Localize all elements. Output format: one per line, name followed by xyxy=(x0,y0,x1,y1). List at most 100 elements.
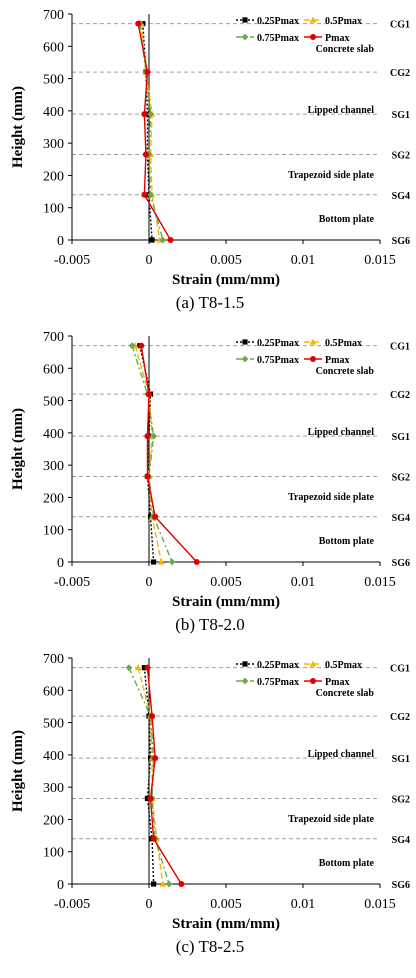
data-point xyxy=(168,558,176,566)
y-tick-label: 500 xyxy=(43,717,64,732)
x-tick-label: 0.015 xyxy=(364,253,396,268)
chart-panel-3: 0 100 200 300 400 500 600 700 -0.005 0 0.005 0.01 0.… xyxy=(10,652,410,956)
x-tick-label: 0 xyxy=(146,253,153,268)
y-tick-label: 200 xyxy=(43,169,64,184)
y-axis-title: Height (mm) xyxy=(10,86,26,168)
gauge-label: SG1 xyxy=(392,432,410,443)
data-point xyxy=(167,237,174,243)
data-point xyxy=(135,20,142,27)
data-point xyxy=(142,151,149,158)
data-point xyxy=(141,111,148,118)
data-point xyxy=(128,342,136,350)
gauge-label: SG2 xyxy=(392,472,410,483)
series-Pmax xyxy=(138,342,200,565)
y-tick-label: 0 xyxy=(57,556,64,571)
legend-marker xyxy=(241,355,249,363)
data-point xyxy=(144,69,151,76)
x-tick-label: 0.015 xyxy=(364,897,396,912)
series-line xyxy=(140,23,161,241)
legend-label: 0.75Pmax xyxy=(257,677,299,688)
y-tick-label: 500 xyxy=(43,395,64,410)
legend-marker xyxy=(241,677,249,685)
y-tick-label: 300 xyxy=(43,459,64,474)
data-point xyxy=(146,391,152,398)
region-label: Concrete slab xyxy=(316,688,375,699)
gauge-label: SG2 xyxy=(392,794,410,805)
legend-marker xyxy=(242,339,248,345)
data-point xyxy=(144,433,151,440)
legend-marker xyxy=(242,661,248,667)
data-point xyxy=(149,713,156,720)
legend-label: 0.5Pmax xyxy=(325,338,362,349)
gauge-label: SG4 xyxy=(392,191,410,202)
series-Pmax xyxy=(144,664,185,887)
region-label: Trapezoid side plate xyxy=(288,170,374,181)
series-line xyxy=(131,345,173,563)
gauge-label: SG4 xyxy=(392,835,410,846)
gauge-label: SG6 xyxy=(392,880,410,891)
gauge-label: CG2 xyxy=(390,68,410,79)
data-point xyxy=(193,559,200,565)
gauge-label: CG2 xyxy=(390,712,410,723)
x-axis-title: Strain (mm/mm) xyxy=(172,272,280,288)
data-point xyxy=(147,110,154,118)
x-tick-label: 0 xyxy=(146,897,153,912)
data-point xyxy=(147,795,154,802)
y-tick-label: 0 xyxy=(57,878,64,893)
y-axis-title: Height (mm) xyxy=(10,730,26,812)
data-point xyxy=(159,236,167,244)
region-label: Trapezoid side plate xyxy=(288,492,374,503)
y-tick-label: 400 xyxy=(43,749,64,764)
gauge-label: SG4 xyxy=(392,513,410,524)
series-line xyxy=(140,345,198,563)
y-tick-label: 500 xyxy=(43,73,64,88)
data-point xyxy=(159,880,167,887)
y-tick-label: 0 xyxy=(57,234,64,249)
data-point xyxy=(138,342,145,349)
y-tick-label: 100 xyxy=(43,524,64,539)
x-tick-label: -0.005 xyxy=(54,575,90,590)
legend-marker xyxy=(309,338,317,345)
series-Pmax xyxy=(135,20,174,243)
x-tick-label: -0.005 xyxy=(54,897,90,912)
legend-label: 0.25Pmax xyxy=(257,338,299,349)
legend-label: 0.25Pmax xyxy=(257,16,299,27)
region-label: Concrete slab xyxy=(316,44,375,55)
data-point xyxy=(141,665,147,671)
panel-caption: (b) T8-2.0 xyxy=(175,615,245,634)
legend-marker xyxy=(310,34,316,40)
data-point xyxy=(144,664,151,671)
series-line xyxy=(134,345,163,563)
data-point xyxy=(157,558,165,565)
y-tick-label: 600 xyxy=(43,362,64,377)
data-point xyxy=(178,881,185,887)
y-tick-label: 100 xyxy=(43,846,64,861)
legend-label: Pmax xyxy=(325,677,349,688)
x-tick-label: 0.01 xyxy=(291,575,316,590)
region-label: Lipped channel xyxy=(308,427,375,438)
x-axis-title: Strain (mm/mm) xyxy=(172,916,280,932)
x-tick-label: -0.005 xyxy=(54,253,90,268)
data-point xyxy=(144,473,151,480)
data-point xyxy=(152,513,159,520)
legend-label: Pmax xyxy=(325,355,349,366)
data-point xyxy=(125,664,133,672)
legend-label: Pmax xyxy=(325,33,349,44)
y-tick-label: 100 xyxy=(43,202,64,217)
x-tick-label: 0.015 xyxy=(364,575,396,590)
x-tick-label: 0.005 xyxy=(210,575,242,590)
x-tick-label: 0.01 xyxy=(291,253,316,268)
legend-marker xyxy=(242,17,248,23)
region-label: Concrete slab xyxy=(316,366,375,377)
y-tick-label: 300 xyxy=(43,137,64,152)
region-label: Trapezoid side plate xyxy=(288,814,374,825)
panel-caption: (c) T8-2.5 xyxy=(176,937,245,956)
y-tick-label: 400 xyxy=(43,427,64,442)
legend-marker xyxy=(241,33,249,41)
gauge-label: SG2 xyxy=(392,150,410,161)
gauge-label: CG1 xyxy=(390,342,410,353)
y-tick-label: 600 xyxy=(43,40,64,55)
y-axis-title: Height (mm) xyxy=(10,408,26,490)
data-point xyxy=(141,191,148,198)
gauge-label: SG1 xyxy=(392,754,410,765)
